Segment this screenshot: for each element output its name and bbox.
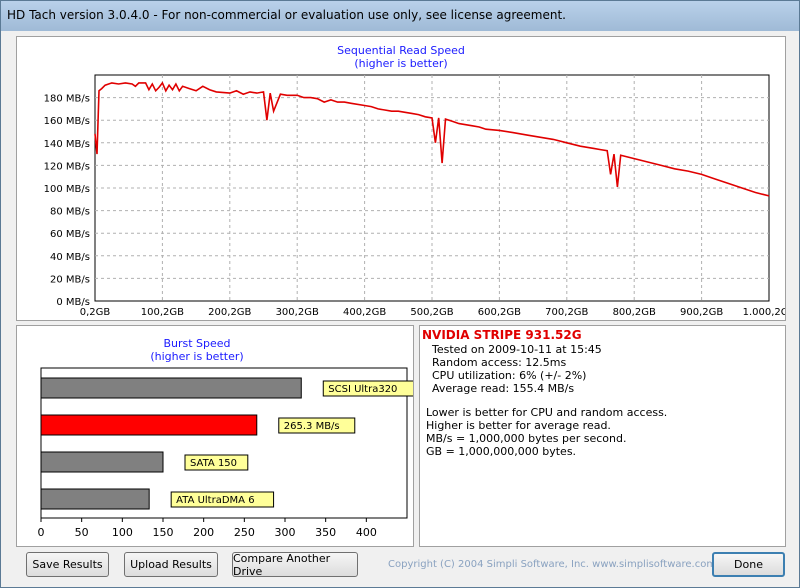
burst-bar-label: 265.3 MB/s	[284, 421, 340, 432]
info-random-access: Random access: 12.5ms	[432, 356, 567, 369]
drive-info-panel: NVIDIA STRIPE 931.52G Tested on 2009-10-…	[419, 325, 786, 547]
burst-speed-chart: Burst Speed (higher is better) 0 50 100 150…	[38, 337, 420, 539]
burst-bar-label: ATA UltraDMA 6	[176, 495, 254, 506]
note-gb: GB = 1,000,000,000 bytes.	[426, 445, 577, 458]
burst-chart-title: Burst Speed	[163, 337, 230, 350]
x-tick-label: 600,2GB	[478, 307, 521, 318]
y-tick-label: 60 MB/s	[50, 229, 90, 240]
y-tick-label: 20 MB/s	[50, 274, 90, 285]
x-tick-label: 300,2GB	[276, 307, 319, 318]
x-tick-label: 700,2GB	[545, 307, 588, 318]
burst-x-tick-label: 100	[112, 526, 133, 539]
burst-bar	[40, 488, 150, 510]
burst-bar-label: SATA 150	[190, 458, 237, 469]
read-speed-panel: Sequential Read Speed (higher is better)…	[16, 36, 796, 321]
read-chart-title: Sequential Read Speed	[337, 44, 465, 57]
x-tick-label: 200,2GB	[208, 307, 251, 318]
y-tick-label: 180 MB/s	[44, 94, 90, 105]
x-tick-label: 1.000,2GB	[743, 307, 785, 318]
copyright-text: Copyright (C) 2004 Simpli Software, Inc.…	[388, 559, 717, 570]
x-tick-label: 0,2GB	[80, 307, 111, 318]
burst-x-tick-label: 0	[38, 526, 45, 539]
burst-bar	[40, 414, 258, 436]
burst-bar-label-box	[170, 491, 275, 508]
burst-bar	[40, 377, 302, 399]
read-speed-chart: Sequential Read Speed (higher is better)…	[44, 44, 796, 318]
client-area: Sequential Read Speed (higher is better)…	[6, 31, 796, 583]
y-tick-label: 160 MB/s	[44, 116, 90, 127]
x-tick-label: 400,2GB	[343, 307, 386, 318]
title-bar[interactable]: HD Tach version 3.0.4.0 - For non-commer…	[1, 1, 799, 31]
burst-x-tick-label: 200	[193, 526, 214, 539]
y-tick-label: 80 MB/s	[50, 207, 90, 218]
upload-results-button[interactable]: Upload Results	[124, 552, 218, 577]
read-speed-line	[94, 81, 770, 197]
burst-bar	[40, 451, 164, 473]
burst-speed-panel: Burst Speed (higher is better) 0 50 100 150…	[16, 325, 420, 547]
burst-x-tick-label: 400	[356, 526, 377, 539]
y-tick-label: 100 MB/s	[44, 184, 90, 195]
note-higher-better: Higher is better for average read.	[426, 419, 611, 432]
y-tick-label: 0 MB/s	[56, 297, 90, 308]
burst-bar-label: SCSI Ultra320	[328, 384, 397, 395]
save-results-button[interactable]: Save Results	[26, 552, 109, 577]
info-average-read: Average read: 155.4 MB/s	[432, 382, 575, 395]
burst-x-tick-label: 300	[275, 526, 296, 539]
done-button[interactable]: Done	[712, 552, 785, 577]
compare-drive-button[interactable]: Compare Another Drive	[232, 552, 358, 578]
burst-x-tick-label: 50	[75, 526, 89, 539]
window-title: HD Tach version 3.0.4.0 - For non-commer…	[7, 8, 566, 22]
drive-name: NVIDIA STRIPE 931.52G	[422, 328, 582, 342]
read-chart-subtitle: (higher is better)	[354, 57, 447, 70]
y-tick-label: 120 MB/s	[44, 161, 90, 172]
info-cpu: CPU utilization: 6% (+/- 2%)	[432, 369, 587, 382]
note-mbps: MB/s = 1,000,000 bytes per second.	[426, 432, 627, 445]
x-tick-label: 800,2GB	[613, 307, 656, 318]
x-tick-label: 100,2GB	[141, 307, 184, 318]
note-lower-better: Lower is better for CPU and random acces…	[426, 406, 668, 419]
burst-x-tick-label: 150	[153, 526, 174, 539]
burst-x-tick-label: 250	[234, 526, 255, 539]
x-tick-label: 900,2GB	[680, 307, 723, 318]
y-tick-label: 40 MB/s	[50, 252, 90, 263]
x-tick-label: 500,2GB	[410, 307, 453, 318]
y-tick-label: 140 MB/s	[44, 139, 90, 150]
info-tested: Tested on 2009-10-11 at 15:45	[432, 343, 602, 356]
burst-x-tick-label: 350	[315, 526, 336, 539]
burst-bar-label-box	[184, 454, 249, 471]
burst-bar-label-box	[278, 417, 356, 434]
burst-chart-subtitle: (higher is better)	[150, 350, 243, 363]
